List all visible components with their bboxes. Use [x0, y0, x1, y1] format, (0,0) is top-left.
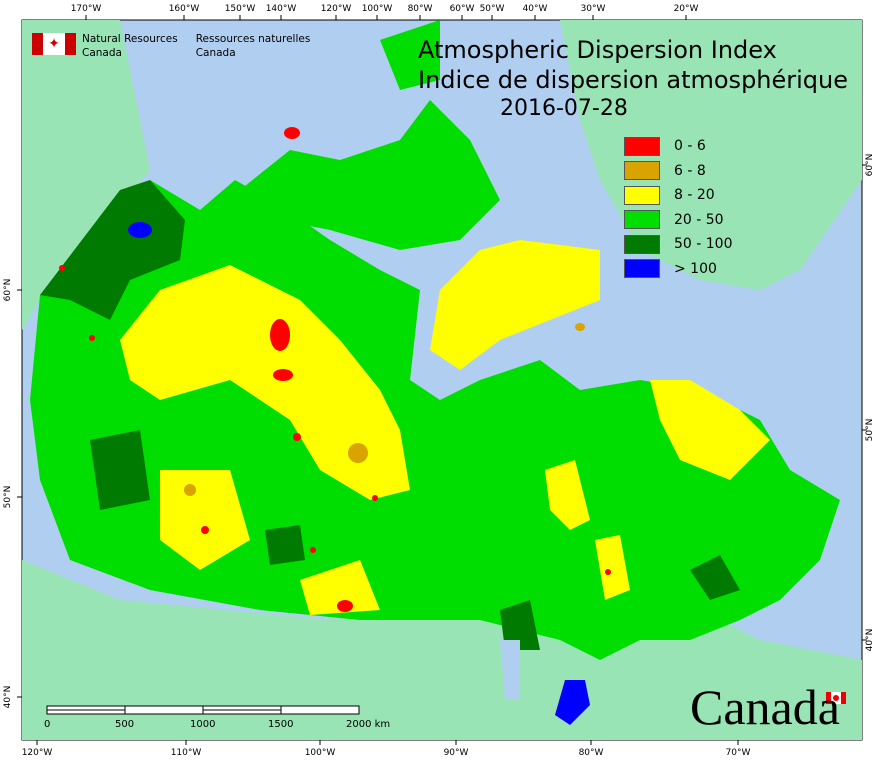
legend-label: 8 - 20 [674, 187, 715, 204]
scale-label: 1500 [268, 719, 294, 730]
tick-label: 90°W [444, 748, 469, 758]
scale-label: 500 [115, 719, 135, 730]
legend-swatch [624, 210, 660, 230]
legend-item: 50 - 100 [624, 232, 733, 257]
tick-label: 50°N [3, 486, 13, 509]
legend-item: > 100 [624, 257, 733, 282]
tick-label: 170°W [71, 4, 102, 14]
legend-label: > 100 [674, 260, 717, 277]
tick-label: 100°W [305, 748, 336, 758]
tick-label: 50°N [865, 419, 875, 442]
tick-label: 40°N [3, 686, 13, 709]
scale-label: 1000 [190, 719, 216, 730]
index-0-6-spot [270, 319, 290, 351]
title-en: Atmospheric Dispersion Index [418, 36, 777, 64]
legend-item: 8 - 20 [624, 183, 733, 208]
legend-label: 20 - 50 [674, 211, 724, 228]
tick-label: 60°N [3, 279, 13, 302]
tick-label: 110°W [171, 748, 202, 758]
index-8-20-area [120, 265, 410, 500]
index-6-8-spot [348, 443, 368, 463]
tick-label: 60°W [450, 4, 475, 14]
arctic-islands [240, 100, 500, 250]
map-date: 2016-07-28 [500, 96, 628, 121]
legend-swatch [624, 259, 660, 279]
legend: 0 - 6 6 - 8 8 - 20 20 - 50 50 - 100 > 10… [624, 134, 733, 281]
scale-bar [46, 705, 360, 715]
legend-label: 50 - 100 [674, 236, 733, 253]
tick-label: 160°W [169, 4, 200, 14]
canada-flag-icon: ✦ [32, 33, 76, 55]
scale-label: 2000 km [346, 719, 391, 730]
agency-fr-1: Ressources naturelles [195, 33, 311, 45]
tick-label: 60°N [865, 154, 875, 177]
agency-en-2: Canada [82, 47, 122, 59]
nrcan-signature: ✦ Natural Resources Canada Ressources nat… [32, 32, 310, 60]
scale-label: 0 [44, 719, 51, 730]
side-tick-labels: 60°N 50°N 40°N 60°N 50°N 40°N [3, 154, 875, 709]
legend-item: 0 - 6 [624, 134, 733, 159]
agency-fr-2: Canada [195, 47, 236, 59]
tick-label: 120°W [22, 748, 53, 758]
legend-swatch [624, 161, 660, 181]
tick-label: 50°W [480, 4, 505, 14]
tick-label: 100°W [362, 4, 393, 14]
tick-label: 140°W [266, 4, 297, 14]
legend-swatch [624, 234, 660, 254]
tick-label: 70°W [726, 748, 751, 758]
tick-label: 40°W [523, 4, 548, 14]
tick-label: 120°W [321, 4, 352, 14]
legend-swatch [624, 185, 660, 205]
legend-item: 6 - 8 [624, 159, 733, 184]
legend-swatch [624, 136, 660, 156]
index-over-100-area [128, 222, 152, 238]
tick-label: 20°W [674, 4, 699, 14]
title-fr: Indice de dispersion atmosphérique [418, 66, 849, 94]
tick-label: 80°W [579, 748, 604, 758]
legend-label: 0 - 6 [674, 138, 706, 155]
legend-label: 6 - 8 [674, 162, 706, 179]
tick-label: 150°W [225, 4, 256, 14]
tick-label: 80°W [408, 4, 433, 14]
canada-wordmark: Canada [690, 679, 840, 735]
tick-label: 40°N [865, 629, 875, 652]
tick-label: 30°W [581, 4, 606, 14]
index-50-100-area [40, 180, 185, 320]
bottom-tick-labels: 120°W 110°W 100°W 90°W 80°W 70°W [22, 740, 751, 758]
alaska [22, 20, 150, 330]
agency-en-1: Natural Resources [82, 33, 178, 45]
legend-item: 20 - 50 [624, 208, 733, 233]
top-tick-labels: 170°W 160°W 150°W 140°W 120°W 100°W 80°W 60°W 50… [71, 4, 699, 20]
